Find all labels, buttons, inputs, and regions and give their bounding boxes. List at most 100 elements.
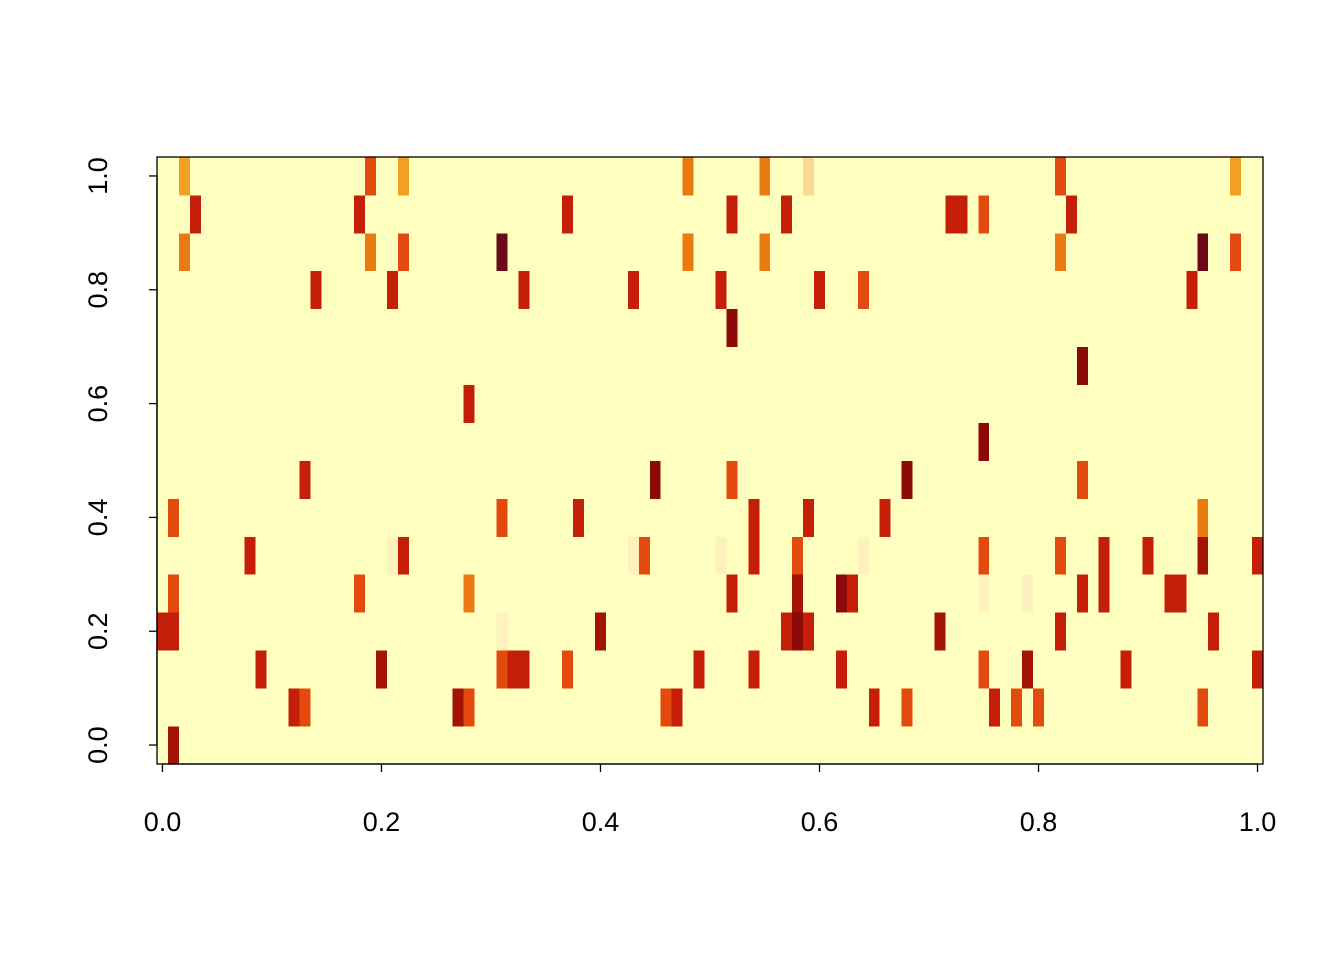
cell (332, 346, 344, 386)
cell (419, 270, 432, 310)
cell (441, 536, 454, 575)
cell (781, 726, 793, 765)
cell (978, 232, 990, 272)
cell (627, 346, 640, 386)
cell (1043, 156, 1056, 196)
cell (562, 422, 574, 461)
cell (890, 346, 903, 386)
cell (1219, 270, 1231, 310)
cell (1065, 346, 1078, 386)
cell (945, 422, 957, 461)
cell (167, 270, 180, 310)
cell (846, 688, 859, 727)
cell (463, 156, 475, 196)
cell (419, 650, 432, 689)
cell (1142, 460, 1154, 499)
cell (189, 612, 202, 651)
cell (1197, 612, 1209, 651)
cell (595, 384, 607, 423)
cell (463, 650, 475, 689)
cell (167, 498, 180, 537)
cell (310, 422, 322, 461)
cell (157, 308, 169, 348)
cell (1011, 194, 1023, 234)
cell (507, 156, 519, 196)
cell (1252, 346, 1264, 386)
cell (1120, 574, 1132, 613)
cell (365, 688, 377, 727)
cell (233, 688, 246, 727)
cell (1197, 270, 1209, 310)
cell (814, 308, 826, 348)
cell (386, 270, 399, 310)
cell (857, 498, 870, 537)
cell (1219, 574, 1231, 613)
cell (157, 194, 169, 234)
cell (781, 270, 793, 310)
cell (1153, 270, 1165, 310)
cell (638, 194, 651, 234)
cell (1076, 156, 1089, 196)
cell (737, 156, 749, 196)
cell (682, 612, 694, 651)
cell (474, 422, 486, 461)
cell (386, 156, 399, 196)
cell (934, 612, 946, 651)
cell (693, 194, 705, 234)
cell (693, 688, 705, 727)
cell (299, 346, 311, 386)
cell (222, 650, 235, 689)
cell (540, 346, 552, 386)
cell (584, 232, 596, 272)
cell (1098, 232, 1111, 272)
cell (857, 232, 870, 272)
cell (770, 194, 782, 234)
cell (1241, 574, 1253, 613)
cell (507, 612, 519, 651)
cell (419, 612, 432, 651)
cell (299, 726, 311, 765)
cell (1087, 346, 1100, 386)
cell (244, 688, 256, 727)
cell (463, 270, 475, 310)
cell (167, 460, 180, 499)
cell (890, 688, 903, 727)
cell (288, 156, 300, 196)
x-tick-label: 0.2 (363, 807, 401, 837)
cell (1065, 156, 1078, 196)
cell (288, 726, 300, 765)
cell (1120, 194, 1132, 234)
cell (978, 574, 990, 613)
cell (945, 688, 957, 727)
cell (376, 536, 388, 575)
cell (627, 536, 640, 575)
cell (901, 536, 913, 575)
cell (518, 384, 530, 423)
cell (792, 270, 804, 310)
cell (321, 498, 333, 537)
cell (1054, 536, 1067, 575)
cell (365, 232, 377, 272)
cell (835, 194, 848, 234)
cell (627, 612, 640, 651)
cell (441, 422, 454, 461)
cell (310, 536, 322, 575)
cell (518, 346, 530, 386)
cell (693, 612, 705, 651)
cell (1011, 270, 1023, 310)
cell (671, 156, 684, 196)
cell (715, 726, 727, 765)
cell (835, 156, 848, 196)
cell (1230, 194, 1242, 234)
cell (1000, 156, 1012, 196)
cell (868, 612, 881, 651)
cell (178, 688, 191, 727)
cell (518, 612, 530, 651)
cell (288, 194, 300, 234)
cell (452, 460, 465, 499)
cell (211, 308, 224, 348)
cell (956, 612, 968, 651)
cell (923, 308, 935, 348)
cell (485, 232, 497, 272)
cell (463, 232, 475, 272)
